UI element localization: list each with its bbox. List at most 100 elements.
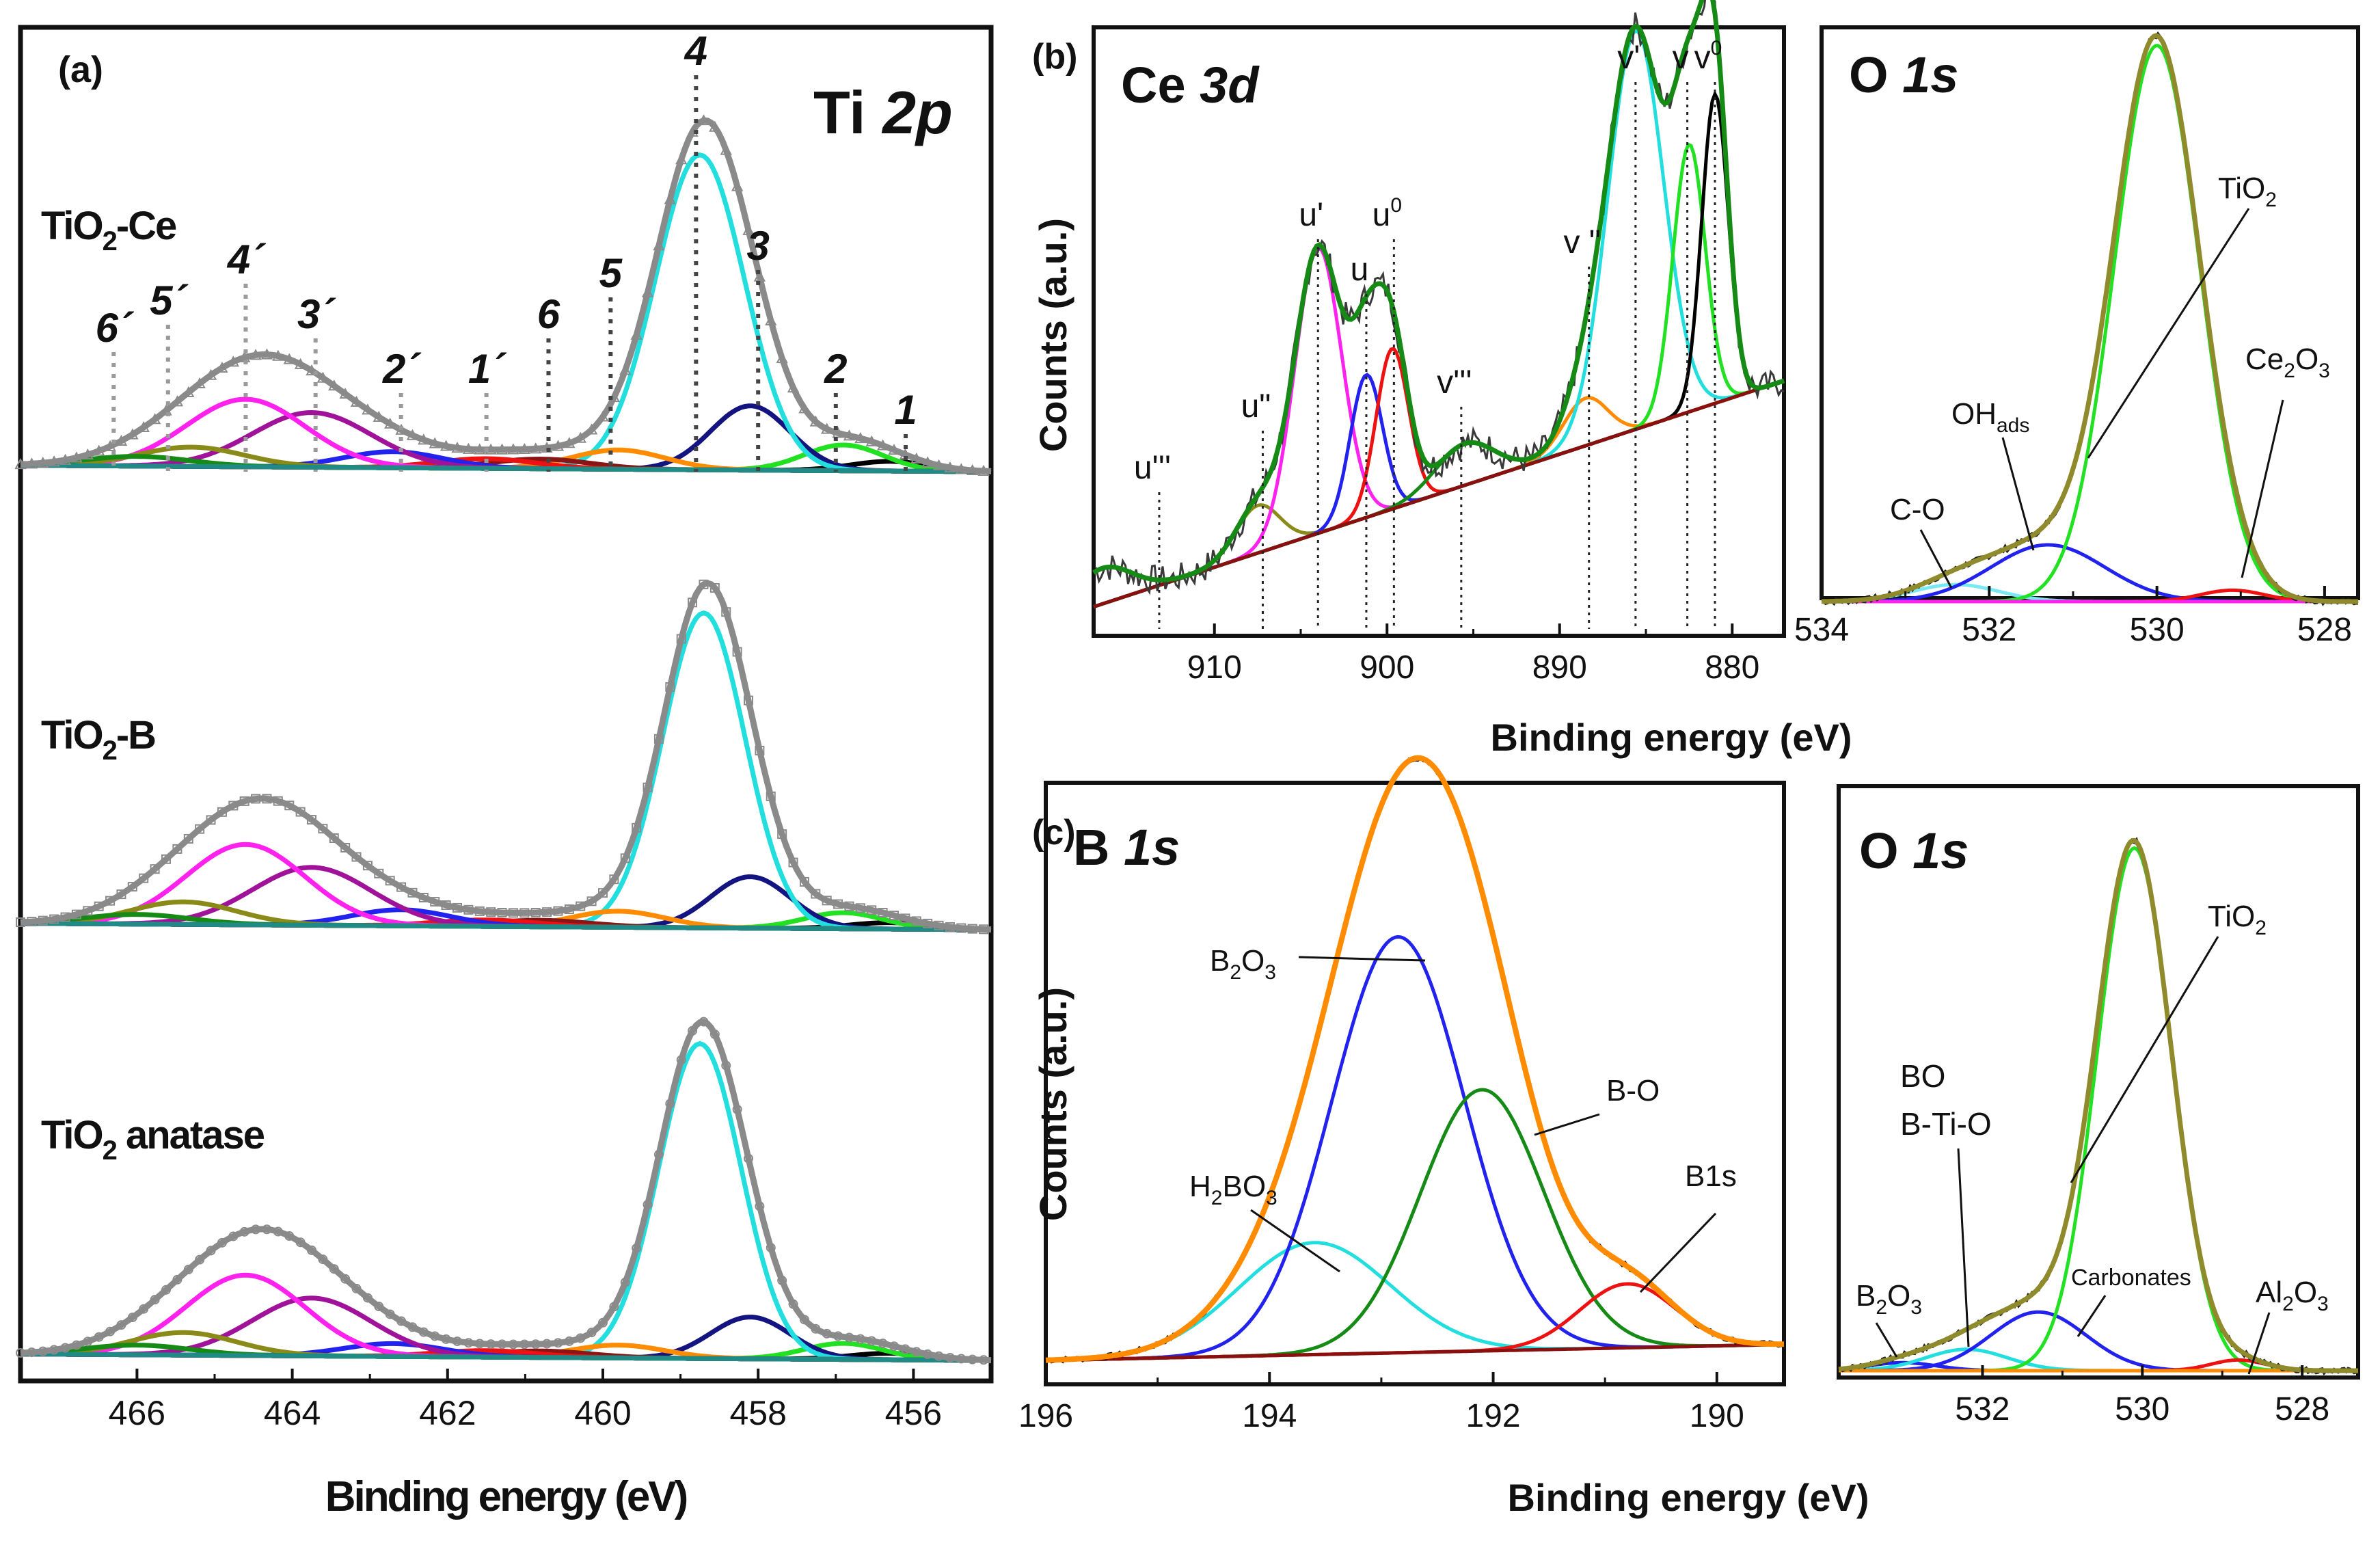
ti2p-1-marker — [777, 829, 787, 839]
ti2p-2-marker — [362, 1293, 373, 1303]
panel-c-o-x-ticks: 532 530 528 — [1955, 1365, 2329, 1427]
ti2p-0-marker — [148, 413, 161, 425]
ti2p-peak-label: 5´ — [150, 278, 188, 323]
ti2p-0-marker — [171, 395, 184, 407]
ti2p-0-marker — [865, 435, 878, 446]
ti2p-1-marker — [576, 901, 586, 911]
ti2p-0-marker — [81, 448, 94, 460]
ti2p-0-marker — [59, 453, 72, 465]
ti2p-2-marker — [418, 1327, 429, 1337]
annot-tio2-b: TiO2 — [2218, 172, 2277, 211]
ti2p-1-marker — [542, 907, 552, 917]
sample-label-tio2-b: TiO2-B — [41, 713, 155, 766]
panel-b-o-frame — [1820, 25, 2360, 600]
ti2p-0-marker — [653, 239, 665, 251]
panel-b-ce-curves — [1092, 0, 1785, 608]
ti2p-2-marker — [699, 1017, 709, 1027]
ti2p-2-marker — [799, 1315, 809, 1325]
ti2p-0-marker — [418, 433, 430, 445]
ti2p-2-marker — [239, 1226, 249, 1237]
ti2p-1-marker — [699, 579, 709, 589]
ti2p-peak-label: 4´ — [227, 237, 266, 282]
ti2p-1-marker — [755, 745, 765, 755]
ti2p-2-marker — [967, 1354, 977, 1365]
ti2p-0-marker — [182, 386, 195, 397]
ti2p-1-marker — [967, 924, 977, 934]
ti2p-1-marker — [732, 647, 742, 657]
ti2p-1-marker — [721, 607, 731, 617]
panel-a: (a) Ti 2p TiO2-Ce TiO2-B TiO2 anatase 1 2… — [14, 28, 992, 1520]
ti2p-1-marker — [620, 853, 630, 863]
ti2p-1-marker — [116, 889, 126, 900]
ti2p-2-marker — [49, 1345, 59, 1355]
ti2p-1-marker — [239, 796, 249, 806]
ti2p-1-marker — [632, 822, 642, 833]
ti2p-2-marker — [116, 1320, 126, 1330]
ti2p-1-marker — [340, 842, 351, 852]
ti2p-1-marker — [307, 815, 316, 825]
arrow-al2o3 — [2247, 1312, 2271, 1375]
b1s-envelope — [1045, 755, 1784, 1363]
ti2p-2-marker — [732, 1104, 742, 1114]
ce3d-peak-label: u0 — [1372, 194, 1402, 233]
ti2p-2-marker — [273, 1226, 283, 1237]
ti2p-0-marker — [966, 464, 979, 476]
ti2p-0-marker — [193, 377, 206, 388]
o1s-b-envelope — [1822, 33, 2358, 604]
ti2p-1-marker — [351, 852, 362, 862]
o1s-c-envelope — [1838, 837, 2358, 1373]
panel-b-xlabel: Binding energy (eV) — [1491, 716, 1852, 759]
ti2p-2-marker — [71, 1340, 81, 1350]
ti2p-1-marker — [822, 896, 832, 906]
annot-b-o: B-O — [1606, 1074, 1660, 1107]
ti2p-0-marker — [115, 434, 128, 446]
ti2p-1-marker — [474, 906, 485, 916]
arrow-tio2-c — [2070, 936, 2219, 1183]
ti2p-0-marker — [563, 437, 576, 448]
ti2p-1-marker — [262, 794, 272, 804]
ti2p-2-marker — [923, 1349, 933, 1359]
ti2p-1-marker — [105, 896, 116, 906]
ti2p-tick-label: 458 — [729, 1394, 786, 1432]
ti2p-0-markers — [14, 114, 990, 476]
ti2p-0-marker — [888, 444, 900, 455]
ce3d-peak-label: u' — [1299, 197, 1323, 233]
ce3d-peak-label: v0 — [1694, 37, 1722, 76]
panel-c-o-frame — [1837, 784, 2360, 1380]
ti2p-0-marker — [630, 328, 643, 340]
ti2p-1-marker — [430, 897, 440, 907]
ti2p-0-marker — [373, 410, 385, 422]
ti2p-2-marker — [530, 1339, 541, 1349]
ti2p-1-marker — [867, 905, 877, 915]
ce3d-tick-label: 890 — [1532, 649, 1587, 686]
ti2p-2-marker — [206, 1246, 216, 1256]
ti2p-0-marker — [70, 451, 83, 463]
ti2p-1-marker — [295, 807, 306, 817]
ti2p-2-marker — [38, 1346, 48, 1356]
ti2p-0-marker — [37, 457, 49, 468]
ce3d-peak-label: v " — [1563, 224, 1600, 260]
ti2p-0-marker — [787, 381, 800, 393]
annot-carbonates: Carbonates — [2071, 1265, 2191, 1291]
ti2p-1-marker — [709, 582, 720, 593]
ti2p-0-marker — [709, 120, 721, 132]
arrow-b2o3-c — [1875, 1322, 1898, 1358]
ce3d-peak-label: u''' — [1134, 450, 1171, 486]
b1s-tick-label: 194 — [1242, 1398, 1297, 1434]
panel-a-frame — [18, 25, 994, 1384]
ti2p-0-marker — [104, 440, 116, 451]
ti2p-1-marker — [228, 801, 239, 811]
ti2p-0-marker — [619, 364, 632, 375]
annot-c-o: C-O — [1890, 493, 1945, 526]
ti2p-0-marker — [821, 422, 833, 434]
panel-c-b-title: B 1s — [1073, 819, 1180, 876]
ti2p-2-marker — [430, 1331, 440, 1341]
ti2p-1-marker — [83, 906, 93, 916]
ti2p-0-marker — [294, 358, 307, 369]
panel-c-o-annotations: TiO2 BO B-Ti-O Carbonates B2O3 Al2O3 — [1856, 900, 2329, 1319]
ti2p-0-marker — [854, 432, 867, 444]
ti2p-2-marker — [934, 1351, 944, 1361]
ti2p-2-marker — [721, 1060, 731, 1071]
panel-b-o-x-ticks: 534 532 530 528 — [1794, 586, 2352, 648]
ti2p-1-marker — [519, 908, 530, 918]
